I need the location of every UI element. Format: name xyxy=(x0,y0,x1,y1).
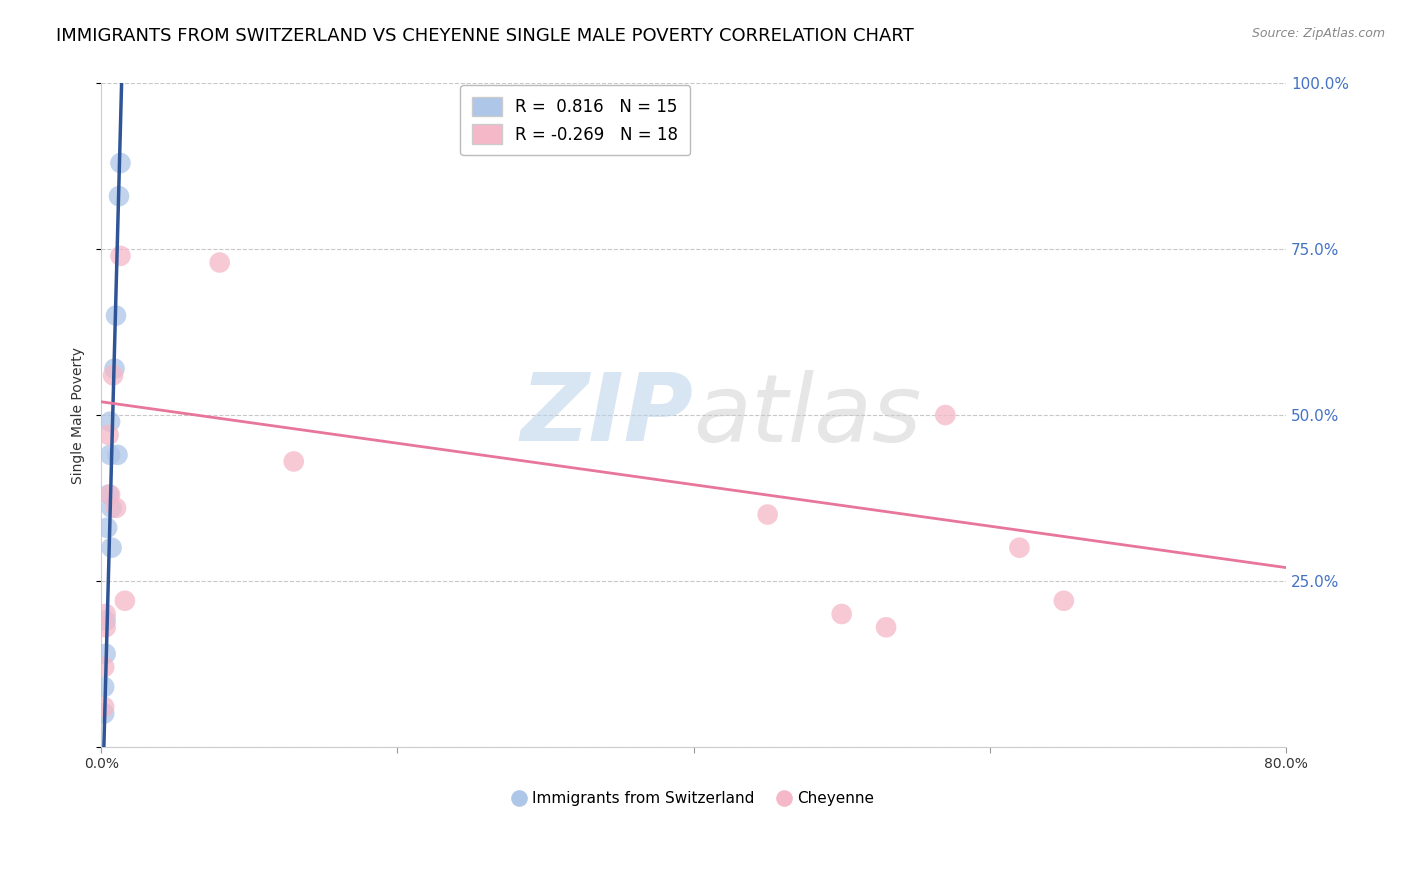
Point xyxy=(94,647,117,661)
Point xyxy=(114,593,136,607)
Point xyxy=(98,415,121,429)
Point xyxy=(934,408,956,422)
Text: ZIP: ZIP xyxy=(520,369,693,461)
Point xyxy=(283,454,305,468)
Point xyxy=(101,368,124,383)
Point xyxy=(93,706,115,721)
Point xyxy=(97,488,120,502)
Point xyxy=(831,607,853,621)
Point xyxy=(94,607,117,621)
Point xyxy=(105,309,128,323)
Point xyxy=(100,541,122,555)
Point xyxy=(98,488,121,502)
Point xyxy=(96,521,118,535)
Point xyxy=(93,680,115,694)
Point xyxy=(105,500,128,515)
Point xyxy=(110,249,132,263)
Point xyxy=(107,448,129,462)
Point xyxy=(93,660,115,674)
Point xyxy=(98,448,121,462)
Point xyxy=(94,620,117,634)
Point xyxy=(100,500,122,515)
Point xyxy=(756,508,779,522)
Point xyxy=(110,156,132,170)
Point xyxy=(875,620,897,634)
Point xyxy=(94,614,117,628)
Text: atlas: atlas xyxy=(693,369,922,460)
Text: IMMIGRANTS FROM SWITZERLAND VS CHEYENNE SINGLE MALE POVERTY CORRELATION CHART: IMMIGRANTS FROM SWITZERLAND VS CHEYENNE … xyxy=(56,27,914,45)
Y-axis label: Single Male Poverty: Single Male Poverty xyxy=(72,347,86,483)
Text: Source: ZipAtlas.com: Source: ZipAtlas.com xyxy=(1251,27,1385,40)
Point xyxy=(108,189,131,203)
Point xyxy=(97,428,120,442)
Point xyxy=(1008,541,1031,555)
Point xyxy=(1053,593,1076,607)
Point xyxy=(208,255,231,269)
Point xyxy=(103,361,125,376)
Point xyxy=(93,699,115,714)
Legend: Immigrants from Switzerland, Cheyenne: Immigrants from Switzerland, Cheyenne xyxy=(506,785,880,812)
